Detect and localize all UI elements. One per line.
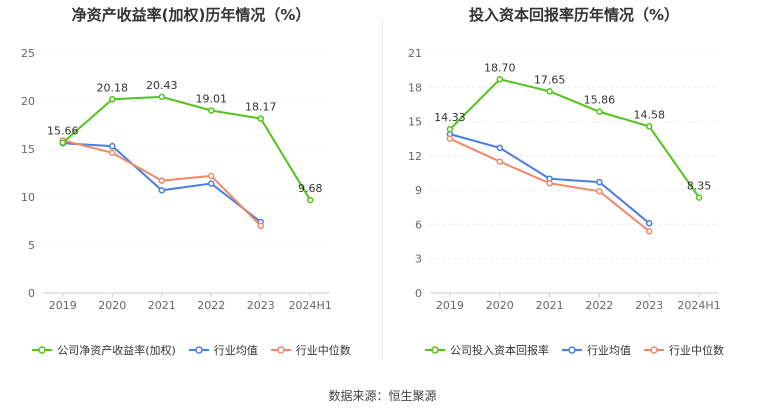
legend-label: 行业中位数 — [669, 344, 724, 357]
data-point — [546, 180, 553, 187]
data-point — [596, 188, 603, 195]
chart-title: 净资产收益率(加权)历年情况（%） — [71, 6, 311, 24]
data-label: 18.17 — [245, 101, 277, 114]
data-point — [446, 135, 454, 142]
y-tick-label: 21 — [408, 47, 422, 60]
x-tick-label: 2024H1 — [677, 299, 720, 312]
data-point — [59, 139, 67, 146]
y-tick-label: 0 — [28, 287, 35, 300]
legend-marker-icon — [188, 346, 209, 354]
data-point — [496, 158, 504, 165]
series-line — [449, 78, 700, 199]
data-point — [207, 107, 215, 114]
y-tick-label: 15 — [21, 143, 35, 156]
data-point — [596, 108, 603, 115]
data-point — [645, 228, 653, 235]
chart-title: 投入资本回报率历年情况（%） — [468, 6, 680, 24]
data-label: 15.66 — [47, 125, 79, 138]
data-label: 14.33 — [434, 111, 466, 124]
series-line — [62, 95, 312, 201]
roic-line-chart: 0 3 6 9 12 15 18 21 2019 2020 2021 2022 2023 2024H1 14… — [408, 47, 721, 312]
roe-line-chart: 0 5 10 15 20 25 2019 2020 2021 2022 2023 2024H1 15.6… — [21, 47, 332, 312]
x-tick-label: 2020 — [98, 299, 126, 312]
chart-legend: 公司净资产收益率(加权) 行业均值 行业中位数 — [0, 342, 382, 358]
data-point — [695, 194, 703, 201]
data-label: 19.01 — [195, 93, 227, 106]
legend-marker-icon — [425, 346, 445, 354]
data-label: 15.86 — [584, 94, 616, 107]
x-tick-label: 2023 — [247, 299, 275, 312]
legend-label: 行业中位数 — [295, 344, 351, 357]
legend-marker-icon — [32, 346, 53, 354]
x-tick-label: 2019 — [49, 299, 77, 312]
data-point — [306, 196, 314, 204]
x-tick-label: 2021 — [148, 299, 176, 312]
legend-label: 公司净资产收益率(加权) — [57, 344, 176, 357]
data-point — [158, 187, 166, 194]
legend-item[interactable]: 行业均值 — [561, 342, 631, 358]
legend-label: 行业均值 — [587, 344, 631, 357]
legend-label: 行业均值 — [213, 344, 258, 357]
y-tick-label: 5 — [28, 239, 35, 252]
data-label: 17.65 — [534, 73, 566, 86]
legend-item[interactable]: 公司投入资本回报率 — [424, 342, 549, 358]
data-point — [109, 149, 116, 157]
y-tick-label: 18 — [408, 81, 422, 94]
y-tick-label: 6 — [415, 218, 422, 231]
y-tick-label: 9 — [415, 184, 422, 197]
data-point — [645, 220, 653, 227]
x-tick-label: 2022 — [585, 299, 613, 312]
data-point — [546, 88, 553, 95]
x-tick-label: 2020 — [486, 299, 514, 312]
y-tick-label: 3 — [415, 253, 422, 266]
y-tick-label: 15 — [408, 116, 422, 129]
data-point — [596, 178, 603, 186]
data-point — [496, 144, 504, 152]
legend-marker-icon — [562, 346, 582, 354]
data-point — [496, 76, 504, 83]
data-label: 8.35 — [687, 180, 712, 193]
data-point — [207, 172, 215, 180]
data-point — [257, 222, 264, 230]
legend-marker-icon — [644, 346, 664, 354]
roe-chart-panel: 净资产收益率(加权)历年情况（%） 0 5 10 15 20 25 2019 2020 2021… — [0, 0, 382, 370]
data-point — [109, 142, 116, 150]
data-point — [109, 96, 116, 103]
data-point — [257, 115, 264, 122]
roic-chart-panel: 投入资本回报率历年情况（%） 0 3 6 9 12 15 18 21 2019 2020 2021 2… — [383, 0, 765, 370]
data-point — [158, 93, 166, 101]
x-tick-label: 2022 — [197, 299, 225, 312]
panel-divider — [382, 20, 383, 360]
chart-legend: 公司投入资本回报率 行业均值 行业中位数 — [383, 342, 765, 358]
data-label: 9.68 — [298, 182, 323, 195]
data-point — [158, 177, 166, 184]
y-tick-label: 25 — [21, 47, 35, 60]
data-point — [446, 125, 454, 133]
legend-item[interactable]: 行业中位数 — [643, 342, 724, 358]
data-point — [207, 180, 215, 187]
data-source-note: 数据来源：恒生聚源 — [328, 389, 437, 403]
y-tick-label: 20 — [21, 95, 35, 108]
data-label: 20.43 — [146, 79, 178, 92]
x-tick-label: 2021 — [536, 299, 564, 312]
data-label: 14.58 — [633, 108, 665, 121]
data-point — [645, 123, 653, 130]
legend-item[interactable]: 行业均值 — [188, 342, 258, 358]
legend-marker-icon — [270, 346, 291, 354]
x-tick-label: 2019 — [436, 299, 464, 312]
x-tick-label: 2023 — [635, 299, 663, 312]
y-tick-label: 0 — [415, 287, 422, 300]
legend-label: 公司投入资本回报率 — [450, 344, 549, 357]
data-label: 18.70 — [484, 61, 516, 74]
y-tick-label: 10 — [21, 191, 35, 204]
x-tick-label: 2024H1 — [289, 299, 332, 312]
y-tick-label: 12 — [408, 150, 422, 163]
legend-item[interactable]: 行业中位数 — [270, 342, 351, 358]
data-label: 20.18 — [97, 81, 129, 94]
legend-item[interactable]: 公司净资产收益率(加权) — [31, 342, 176, 358]
